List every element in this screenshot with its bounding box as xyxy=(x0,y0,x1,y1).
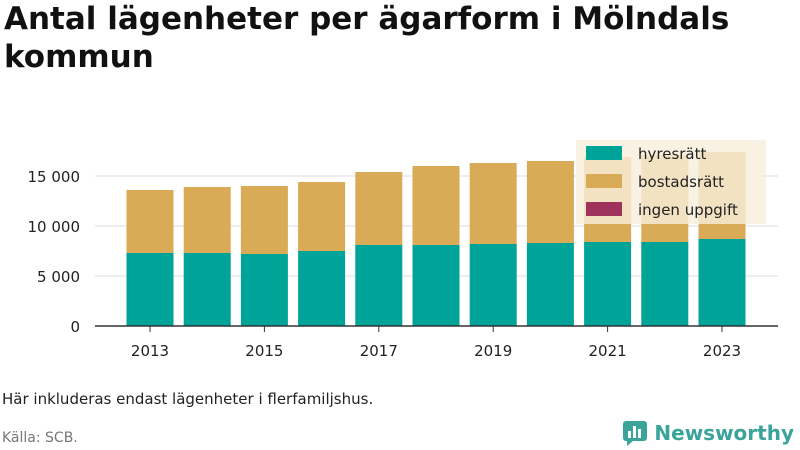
legend-swatch-ingen-uppgift xyxy=(586,202,622,216)
legend-swatch-bostadsratt xyxy=(586,174,622,188)
bar-bostadsratt-2013 xyxy=(126,190,174,253)
bar-hyresratt-2016 xyxy=(298,251,346,326)
bar-hyresratt-2020 xyxy=(526,243,574,326)
legend-label-hyresratt: hyresrätt xyxy=(638,145,707,163)
legend-swatch-hyresratt xyxy=(586,146,622,160)
bar-bostadsratt-2014 xyxy=(183,187,231,253)
chart-note: Här inkluderas endast lägenheter i flerf… xyxy=(2,390,374,408)
legend-label-bostadsratt: bostadsrätt xyxy=(638,173,724,191)
bar-hyresratt-2018 xyxy=(412,245,460,326)
y-tick-label: 10 000 xyxy=(28,218,81,236)
x-tick-label: 2023 xyxy=(703,342,741,360)
x-tick-label: 2013 xyxy=(131,342,169,360)
bar-hyresratt-2015 xyxy=(240,254,288,326)
bar-hyresratt-2019 xyxy=(469,244,517,326)
bar-hyresratt-2023 xyxy=(698,239,746,326)
bar-bostadsratt-2019 xyxy=(469,163,517,244)
bar-hyresratt-2022 xyxy=(641,242,689,326)
brand-logo: Newsworthy xyxy=(622,418,794,448)
newsworthy-logo-icon xyxy=(623,421,648,446)
chart-title: Antal lägenheter per ägarform i Mölndals… xyxy=(4,1,730,75)
bar-bostadsratt-2018 xyxy=(412,166,460,245)
x-tick-label: 2019 xyxy=(474,342,512,360)
y-tick-label: 5 000 xyxy=(37,268,80,286)
source-text: Källa: SCB. xyxy=(2,430,78,446)
bar-bostadsratt-2016 xyxy=(298,182,346,251)
x-tick-label: 2017 xyxy=(360,342,398,360)
brand-name: Newsworthy xyxy=(654,421,794,445)
bar-bostadsratt-2020 xyxy=(526,161,574,243)
y-tick-label: 15 000 xyxy=(28,168,81,186)
bar-hyresratt-2021 xyxy=(584,242,632,326)
x-tick-label: 2021 xyxy=(589,342,627,360)
x-tick-label: 2015 xyxy=(245,342,283,360)
y-tick-label: 0 xyxy=(70,318,80,336)
bar-hyresratt-2014 xyxy=(183,253,231,326)
bar-hyresratt-2017 xyxy=(355,245,403,326)
bar-bostadsratt-2015 xyxy=(240,186,288,254)
bar-hyresratt-2013 xyxy=(126,253,174,326)
legend-label-ingen-uppgift: ingen uppgift xyxy=(638,201,738,219)
bar-bostadsratt-2017 xyxy=(355,172,403,245)
